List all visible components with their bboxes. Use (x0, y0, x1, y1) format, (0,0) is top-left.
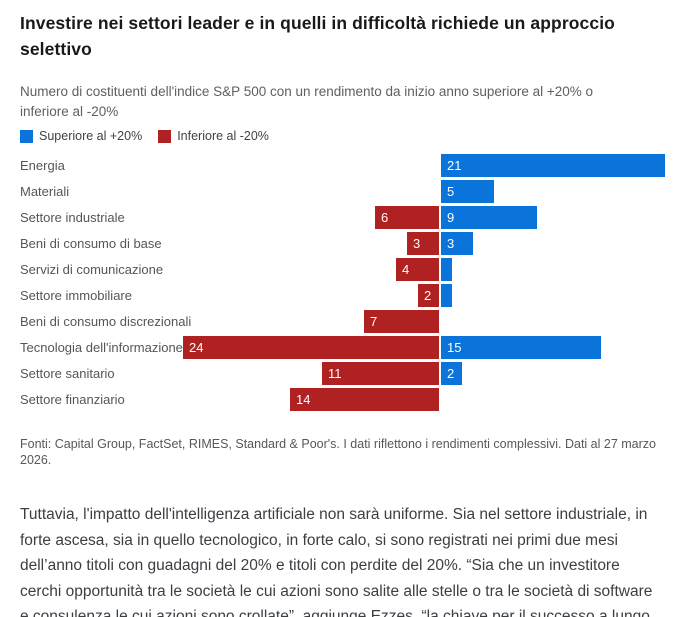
category-label: Servizi di comunicazione (20, 262, 164, 277)
chart-row: Settore immobiliare 2 (20, 284, 656, 310)
bar-superiore: 21 (441, 154, 665, 177)
chart-row: Settore sanitario 11 2 (20, 362, 656, 388)
page-title: Investire nei settori leader e in quelli… (20, 13, 615, 59)
bar-superiore: 15 (441, 336, 601, 359)
category-label: Beni di consumo di base (20, 236, 162, 251)
category-label: Energia (20, 158, 65, 173)
bar-value-label: 6 (381, 210, 389, 225)
bar-value-label: 4 (402, 262, 410, 277)
chart-row: Settore industriale 6 9 (20, 206, 656, 232)
bar-superiore (441, 284, 452, 307)
bar-inferiore: 3 (407, 232, 439, 255)
bar-value-label: 21 (447, 158, 462, 173)
bar-inferiore: 11 (322, 362, 439, 385)
bar-value-label: 24 (189, 340, 204, 355)
legend-item-inferiore: Inferiore al -20% (158, 129, 269, 143)
chart-row: Servizi di comunicazione 4 (20, 258, 656, 284)
category-label: Settore sanitario (20, 366, 115, 381)
bar-value-label: 15 (447, 340, 462, 355)
category-label: Tecnologia dell'informazione (20, 340, 183, 355)
chart-row: Beni di consumo di base 3 3 (20, 232, 656, 258)
category-label: Materiali (20, 184, 70, 199)
category-label: Beni di consumo discrezionali (20, 314, 192, 329)
source-note: Fonti: Capital Group, FactSet, RIMES, St… (20, 437, 656, 467)
bar-value-label: 3 (413, 236, 421, 251)
bar-value-label: 14 (296, 392, 311, 407)
bar-value-label: 7 (370, 314, 378, 329)
bar-inferiore: 2 (418, 284, 439, 307)
bar-value-label: 3 (447, 236, 455, 251)
chart-row: Settore finanziario 14 (20, 388, 656, 414)
chart-row: Materiali 5 (20, 180, 656, 206)
bar-inferiore: 14 (290, 388, 439, 411)
bar-superiore: 9 (441, 206, 537, 229)
bar-inferiore: 4 (396, 258, 439, 281)
bar-value-label: 2 (447, 366, 455, 381)
category-label: Settore industriale (20, 210, 125, 225)
legend-label-superiore: Superiore al +20% (39, 129, 143, 143)
bar-superiore: 2 (441, 362, 462, 385)
body-paragraph: Tuttavia, l'impatto dell'intelligenza ar… (20, 506, 653, 617)
chart-row: Energia 21 (20, 154, 665, 180)
bar-inferiore: 6 (375, 206, 439, 229)
bar-superiore (441, 258, 452, 281)
category-label: Settore immobiliare (20, 288, 132, 303)
diverging-bar-chart: Energia 21 Materiali 5 Settore industriale 6 9… (20, 154, 665, 414)
bar-value-label: 2 (424, 288, 432, 303)
chart-subtitle: Numero di costituenti dell'indice S&P 50… (20, 84, 594, 119)
bar-value-label: 9 (447, 210, 455, 225)
legend-swatch-blue-icon (20, 129, 33, 143)
legend-item-superiore: Superiore al +20% (20, 129, 142, 143)
bar-superiore: 5 (441, 180, 494, 203)
bar-value-label: 5 (447, 184, 455, 199)
bar-inferiore: 7 (364, 310, 439, 333)
chart-row: Beni di consumo discrezionali 7 (20, 310, 656, 336)
legend-swatch-red-icon (158, 129, 172, 143)
chart-legend: Superiore al +20% Inferiore al -20% (20, 128, 656, 144)
bar-value-label: 11 (328, 366, 342, 381)
bar-superiore: 3 (441, 232, 473, 255)
legend-label-inferiore: Inferiore al -20% (177, 129, 269, 143)
bar-inferiore: 24 (183, 336, 439, 359)
category-label: Settore finanziario (20, 392, 125, 407)
chart-row: Tecnologia dell'informazione 24 15 (20, 336, 656, 362)
